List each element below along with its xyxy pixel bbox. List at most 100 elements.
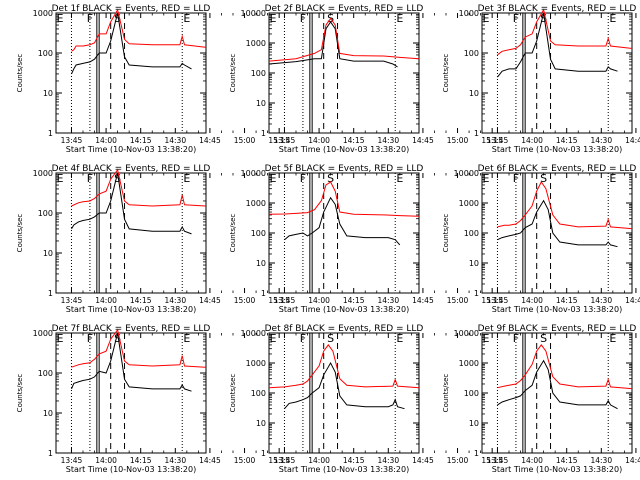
x-tick-label: 13:45 xyxy=(61,136,83,145)
x-tick-label: 13:45 xyxy=(274,296,296,305)
y-tick-label: 1 xyxy=(261,129,266,138)
x-tick-label: 14:30 xyxy=(590,296,612,305)
x-tick-label: 13:45 xyxy=(487,296,509,305)
x-tick-label: 15:00 xyxy=(447,456,469,465)
x-tick-label: 15:00 xyxy=(447,296,469,305)
y-tick-label: 10 xyxy=(43,409,53,418)
x-tick-label: 13:45 xyxy=(487,456,509,465)
y-tick-label: 10 xyxy=(469,259,479,268)
x-tick-label: 14:00 xyxy=(95,136,117,145)
series-lld-line xyxy=(268,17,420,62)
panel-title: Det 6f BLACK = Events, RED = LLD xyxy=(478,164,637,174)
x-tick-label: 15:15 xyxy=(481,296,503,305)
interval-label: E xyxy=(269,332,276,345)
x-tick-label: 14:00 xyxy=(521,136,543,145)
x-axis-label: Start Time (10-Nov-03 13:38:20) xyxy=(66,465,196,474)
panel-det-6f: Det 6f BLACK = Events, RED = LLD Counts/s… xyxy=(442,164,640,314)
y-tick-label: 1 xyxy=(48,289,53,298)
x-tick-label: 14:45 xyxy=(625,136,640,145)
interval-label: F xyxy=(513,12,519,25)
x-tick-label: 14:15 xyxy=(343,136,365,145)
panel-title: Det 1f BLACK = Events, RED = LLD xyxy=(52,4,211,14)
x-axis-label: Start Time (10-Nov-03 13:38:20) xyxy=(279,465,409,474)
y-tick-label: 100 xyxy=(464,49,479,58)
interval-label: E xyxy=(609,332,616,345)
interval-label: F xyxy=(300,172,306,185)
y-tick-label: 100 xyxy=(464,389,479,398)
x-tick-label: 14:45 xyxy=(412,136,434,145)
interval-label: E xyxy=(396,172,403,185)
interval-label: E xyxy=(396,12,403,25)
x-axis-label: Start Time (10-Nov-03 13:38:20) xyxy=(66,305,196,314)
panel-det-1f: Det 1f BLACK = Events, RED = LLD Counts/s… xyxy=(16,4,290,154)
panel-title: Det 4f BLACK = Events, RED = LLD xyxy=(52,164,211,174)
panel-det-7f: Det 7f BLACK = Events, RED = LLD Counts/s… xyxy=(16,324,290,474)
x-tick-label: 15:00 xyxy=(447,136,469,145)
y-tick-label: 1 xyxy=(48,449,53,458)
x-tick-label: 13:45 xyxy=(487,136,509,145)
x-tick-label: 14:45 xyxy=(199,456,221,465)
panel-det-5f: Det 5f BLACK = Events, RED = LLD Counts/s… xyxy=(229,164,503,314)
x-tick-label: 15:15 xyxy=(268,136,290,145)
y-tick-label: 1 xyxy=(474,449,479,458)
y-tick-label: 10000 xyxy=(241,329,266,338)
y-axis-label: Counts/sec xyxy=(16,214,24,253)
y-axis-label: Counts/sec xyxy=(229,54,237,93)
x-tick-label: 14:30 xyxy=(164,296,186,305)
plot-frame xyxy=(481,332,633,454)
x-tick-label: 14:00 xyxy=(95,456,117,465)
series-lld-line xyxy=(497,8,632,56)
interval-label: E xyxy=(269,12,276,25)
interval-label: E xyxy=(609,172,616,185)
x-tick-label: 14:30 xyxy=(377,456,399,465)
x-tick-label: 14:15 xyxy=(343,296,365,305)
interval-label: S xyxy=(540,12,547,25)
y-axis-label: Counts/sec xyxy=(442,54,450,93)
y-tick-label: 10 xyxy=(469,419,479,428)
y-tick-label: 1 xyxy=(474,129,479,138)
panel-det-3f: Det 3f BLACK = Events, RED = LLD Counts/s… xyxy=(442,4,640,154)
interval-label: F xyxy=(300,12,306,25)
panel-title: Det 2f BLACK = Events, RED = LLD xyxy=(265,4,424,14)
plot-frame xyxy=(268,332,420,454)
interval-label: E xyxy=(482,172,489,185)
interval-label: E xyxy=(56,332,63,345)
interval-label: F xyxy=(300,332,306,345)
interval-label: S xyxy=(540,172,547,185)
x-tick-label: 14:15 xyxy=(556,456,578,465)
x-tick-label: 14:00 xyxy=(308,456,330,465)
series-lld-line xyxy=(71,8,206,52)
series-lld-line xyxy=(71,168,206,207)
y-axis-label: Counts/sec xyxy=(442,214,450,253)
y-axis-label: Counts/sec xyxy=(229,214,237,253)
interval-label: E xyxy=(56,172,63,185)
y-axis-label: Counts/sec xyxy=(229,374,237,413)
interval-label: F xyxy=(87,12,93,25)
x-tick-label: 14:00 xyxy=(521,456,543,465)
y-axis-label: Counts/sec xyxy=(16,374,24,413)
x-tick-label: 15:15 xyxy=(268,296,290,305)
y-tick-label: 100 xyxy=(38,49,53,58)
x-tick-label: 14:15 xyxy=(343,456,365,465)
x-axis-label: Start Time (10-Nov-03 13:38:20) xyxy=(279,305,409,314)
plot-frame xyxy=(55,332,207,454)
y-tick-label: 1 xyxy=(261,449,266,458)
y-tick-label: 1 xyxy=(48,129,53,138)
y-tick-label: 1000 xyxy=(33,169,53,178)
interval-label: F xyxy=(87,172,93,185)
series-events-line xyxy=(497,199,618,248)
y-tick-label: 100 xyxy=(251,389,266,398)
series-events-line xyxy=(71,172,192,235)
y-axis-label: Counts/sec xyxy=(16,54,24,93)
x-axis-label: Start Time (10-Nov-03 13:38:20) xyxy=(492,145,622,154)
y-tick-label: 1 xyxy=(474,289,479,298)
series-events-line xyxy=(284,361,405,410)
x-tick-label: 14:15 xyxy=(130,296,152,305)
x-tick-label: 15:00 xyxy=(234,456,256,465)
panel-det-4f: Det 4f BLACK = Events, RED = LLD Counts/s… xyxy=(16,164,290,314)
x-tick-label: 14:45 xyxy=(199,296,221,305)
series-lld-line xyxy=(268,181,420,217)
interval-label: S xyxy=(327,172,334,185)
series-lld-line xyxy=(71,328,206,368)
series-lld-line xyxy=(497,181,632,230)
